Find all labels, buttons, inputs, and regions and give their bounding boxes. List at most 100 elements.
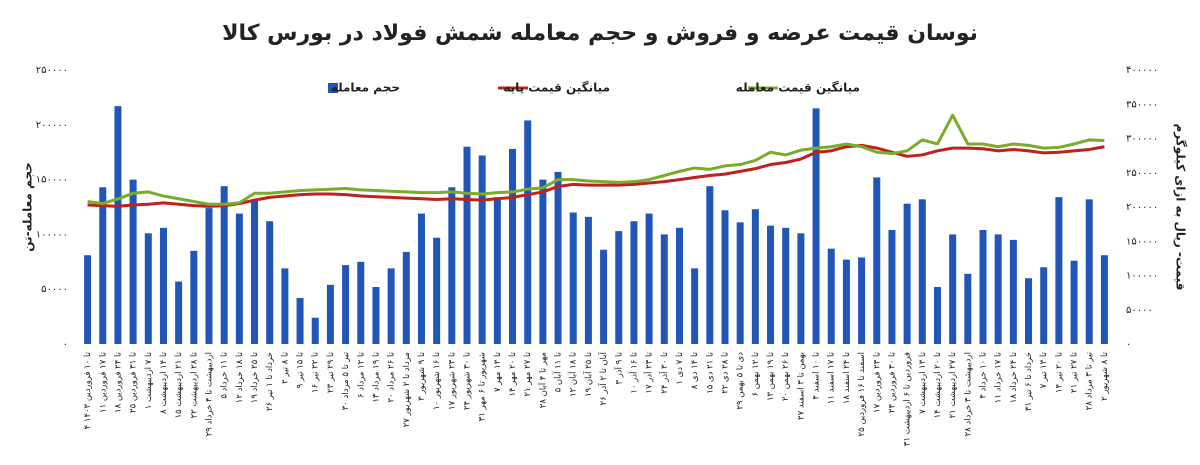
y-tick-label: ۵۰۰۰۰	[41, 284, 68, 295]
bar	[402, 251, 410, 344]
x-tick-label: ۲۴ تا ۳۰ فروردین	[887, 351, 897, 413]
chart-title: نوسان قیمت عرضه و فروش و حجم معامله شمش …	[222, 21, 978, 46]
bar	[736, 222, 744, 344]
y2-axis-label: قیمت- ریال به ازای کیلوگرم	[1173, 124, 1188, 291]
x-tick-label: ۱۰ تا ۱۶ شهریور	[432, 351, 442, 410]
bar	[782, 227, 790, 344]
bar	[1025, 278, 1033, 344]
bar	[235, 213, 243, 344]
y2-tick-label: ۱۰۰۰۰۰	[1126, 271, 1158, 282]
bar	[994, 234, 1002, 344]
x-tick-label: ۱۵ تا ۲۱ دی	[705, 351, 715, 393]
x-tick-label: ۳۱ شهریور تا ۶ مهر	[478, 352, 488, 421]
x-tick-label: ۱۷ تا ۲۳ شهریور	[447, 351, 457, 410]
y2-tick-label: ۳۰۰۰۰۰	[1126, 134, 1158, 145]
bar	[569, 212, 577, 344]
x-tick-label: ۲۸ مهر تا ۴ آبان	[536, 352, 548, 408]
bar	[615, 231, 623, 344]
x-tick-label: ۴ تا ۱۰ اسفند	[812, 351, 822, 399]
x-tick-label: ۲۸ تیر تا ۳ مرداد	[1085, 351, 1095, 410]
bar	[1040, 267, 1048, 344]
line	[87, 113, 1105, 206]
x-tick-label: ۲۲ تا ۲۸ دی	[721, 351, 731, 393]
y-tick-label: ۱۰۰۰۰۰	[36, 229, 68, 240]
legend-label: میانگین قیمت معامله	[736, 81, 860, 95]
x-tick-label: ۱۳ تا ۱۹ مرداد	[371, 351, 381, 402]
x-tick-label: ۳ تا ۹ شهریور	[417, 351, 427, 400]
bar	[114, 106, 122, 344]
bar	[220, 186, 228, 344]
bar	[979, 230, 987, 344]
y-tick-label: ۲۵۰۰۰۰	[36, 65, 68, 76]
bar	[205, 208, 213, 344]
bar	[827, 248, 835, 344]
bar	[842, 259, 850, 344]
x-tick-label: ۱۴ تا ۲۰ مهر	[508, 351, 518, 396]
x-tick-label: ۱۲ تا ۱۸ آبان	[567, 351, 579, 397]
legend-swatch	[328, 83, 338, 93]
x-tick-label: ۱۱ تا ۱۷ فروردین	[98, 351, 108, 413]
bar	[858, 257, 866, 344]
y2-tick-label: ۴۰۰۰۰۰	[1126, 65, 1158, 76]
bar	[144, 233, 152, 344]
x-tick-label: ۲۵ اسفند تا ۱۶ فروردین	[857, 352, 867, 436]
x-tick-label: ۲۸ اردیبهشت تا ۳ خرداد	[963, 352, 973, 436]
x-tick-label: ۱۹ تا ۲۵ آبان	[582, 351, 594, 397]
bar	[372, 287, 380, 344]
y2-tick-label: ۳۵۰۰۰۰	[1126, 99, 1158, 110]
line	[87, 143, 1105, 208]
bar	[767, 225, 775, 344]
bar	[706, 186, 714, 344]
x-tick-label: ۲۰ تا ۲۶ بهمن	[781, 351, 791, 401]
x-tick-label: ۱۷ تا ۲۳ فروردین	[872, 351, 882, 413]
x-tick-label: ۱۳ تا ۱۹ بهمن	[766, 351, 776, 401]
x-tick-label: ۱۱ تا ۱۷ اسفند	[827, 351, 837, 404]
bar	[645, 213, 653, 344]
bar	[539, 179, 547, 344]
bar	[1085, 199, 1093, 344]
bar	[660, 234, 668, 344]
bar	[675, 227, 683, 344]
x-tick-label: ۶ تا ۱۲ بهمن	[751, 351, 761, 396]
bar	[251, 199, 259, 344]
y-tick-label: ۱۵۰۰۰۰	[36, 175, 68, 186]
bar	[812, 108, 820, 344]
bar	[417, 213, 425, 344]
bar	[129, 179, 137, 344]
x-tick-label: ۲۷ بهمن تا ۳ اسفند	[796, 352, 806, 420]
bar	[1009, 239, 1017, 344]
x-tick-label: ۲۲ تا ۲۸ اردیبهشت	[189, 351, 199, 418]
x-tick-label: ۶ تا ۱۲ مرداد	[356, 351, 366, 398]
bar	[1055, 197, 1063, 344]
bar	[387, 268, 395, 344]
bar	[918, 199, 926, 344]
bar	[296, 297, 304, 344]
x-tick-label: ۱۶ تا ۲۲ تیر	[311, 351, 321, 393]
bar	[630, 221, 638, 344]
x-tick-label: ۲۰ تا ۲۶ مرداد	[387, 351, 397, 402]
bar	[190, 250, 198, 344]
y2-tick-label: ۵۰۰۰۰	[1126, 305, 1153, 316]
bar	[964, 273, 972, 344]
x-tick-label: ۲۶ خرداد تا ۱ تیر	[265, 352, 275, 411]
bar	[797, 233, 805, 344]
bar	[311, 317, 319, 344]
y-tick-label: ۰	[63, 339, 68, 350]
bar	[478, 155, 486, 344]
x-tick-label: ۲۹ دی تا ۵ بهمن	[736, 352, 746, 410]
legend-label: حجم معامله	[331, 81, 400, 95]
bar	[751, 209, 759, 344]
x-tick-label: ۱۱ تا ۱۷ خرداد	[994, 351, 1004, 403]
x-tick-label: ۸ تا ۱۴ اردیبهشت	[159, 351, 169, 413]
bar	[554, 171, 562, 344]
x-tick-label: ۲۷ مرداد تا ۲ شهریور	[402, 352, 412, 427]
x-tick-label: ۲۱ تا ۲۷ مهر	[523, 351, 533, 396]
x-tick-label: ۲۵ تا ۳۱ فروردین	[129, 351, 139, 413]
bar	[1070, 260, 1078, 344]
x-tick-label: ۹ تا ۱۵ تیر	[296, 351, 306, 388]
x-tick-label: ۷ تا ۱۳ مهر	[493, 351, 503, 392]
x-tick-label: ۱۸ تا ۲۴ اسفند	[842, 351, 852, 404]
bar	[949, 234, 957, 344]
bar	[463, 146, 471, 344]
x-tick-label: ۱۷ تا ۲۳ آذر	[643, 351, 655, 393]
